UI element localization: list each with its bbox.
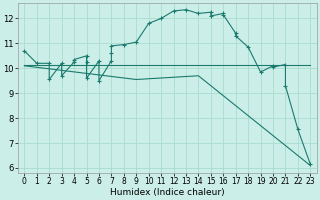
X-axis label: Humidex (Indice chaleur): Humidex (Indice chaleur) [110, 188, 225, 197]
